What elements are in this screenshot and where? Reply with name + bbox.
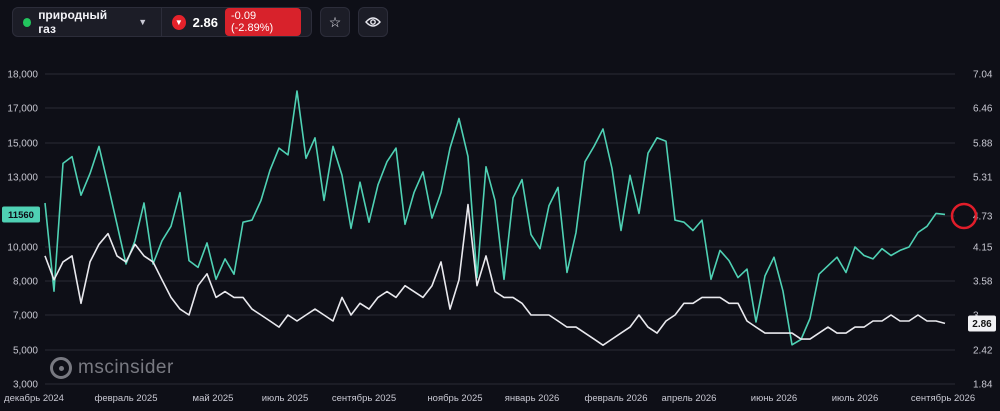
star-icon: ☆ [328, 13, 342, 30]
x-tick-label: сентябрь 2026 [911, 393, 975, 404]
y-right-tick-label: 3.58 [973, 277, 993, 288]
y-right-tick-label: 4.73 [973, 212, 993, 223]
series-line-white [44, 203, 946, 347]
x-tick-label: декабрь 2024 [4, 393, 64, 404]
eye-icon [365, 17, 381, 27]
x-tick-label: июль 2026 [832, 393, 879, 404]
watermark-text: mscinsider [78, 357, 174, 378]
favorite-button[interactable]: ☆ [320, 7, 350, 37]
last-value-tag-right [968, 315, 996, 332]
y-right-tick-label: 2.42 [973, 346, 993, 357]
down-arrow-icon: ▼ [172, 14, 186, 30]
asset-selector[interactable]: природный газ ▼ ▼ 2.86 -0.09 (-2.89%) [12, 7, 312, 37]
y-right-tick-label: 1.84 [973, 380, 993, 391]
watermark: mscinsider [50, 357, 174, 379]
y-left-tick-label: 10,000 [7, 243, 38, 254]
msc-logo-icon [50, 357, 72, 379]
x-tick-label: июль 2025 [262, 393, 309, 404]
y-left-tick-label: 18,000 [7, 70, 38, 81]
x-tick-label: июнь 2026 [751, 393, 797, 404]
highlight-circle [950, 202, 978, 230]
x-tick-label: февраль 2026 [585, 393, 648, 404]
last-value-left-text: 11560 [8, 210, 34, 221]
watch-button[interactable] [358, 7, 388, 37]
y-right-tick-label: 5.88 [973, 139, 993, 150]
y-right-tick-label: 6.46 [973, 104, 993, 115]
x-tick-label: сентябрь 2025 [332, 393, 396, 404]
price-value: 2.86 [192, 14, 218, 30]
chevron-down-icon[interactable]: ▼ [138, 17, 148, 27]
y-right-tick-label: 5.31 [973, 173, 993, 184]
y-left-tick-label: 8,000 [13, 277, 38, 288]
y-left-tick-label: 3,000 [13, 380, 38, 391]
y-right-tick-label: 7.04 [973, 70, 993, 81]
last-value-tag-left [2, 206, 40, 223]
change-badge: -0.09 (-2.89%) [224, 8, 301, 36]
last-value-right-text: 2.86 [972, 319, 992, 330]
x-tick-label: май 2025 [193, 393, 234, 404]
x-tick-label: апрель 2026 [662, 393, 717, 404]
y-right-tick-label: 4.15 [973, 243, 993, 254]
asset-name: природный газ [38, 8, 108, 36]
y-left-tick-label: 5,000 [13, 346, 38, 357]
toolbar: природный газ ▼ ▼ 2.86 -0.09 (-2.89%) ☆ [12, 7, 388, 39]
y-left-tick-label: 17,000 [7, 104, 38, 115]
series-line-teal [44, 90, 946, 346]
y-left-tick-label: 13,000 [7, 173, 38, 184]
x-tick-label: ноябрь 2025 [427, 393, 482, 404]
status-dot-icon [23, 17, 32, 27]
x-tick-label: январь 2026 [505, 393, 560, 404]
y-left-tick-label: 15,000 [7, 139, 38, 150]
divider [161, 7, 163, 37]
x-tick-label: февраль 2025 [95, 393, 158, 404]
y-left-tick-label: 7,000 [13, 311, 38, 322]
